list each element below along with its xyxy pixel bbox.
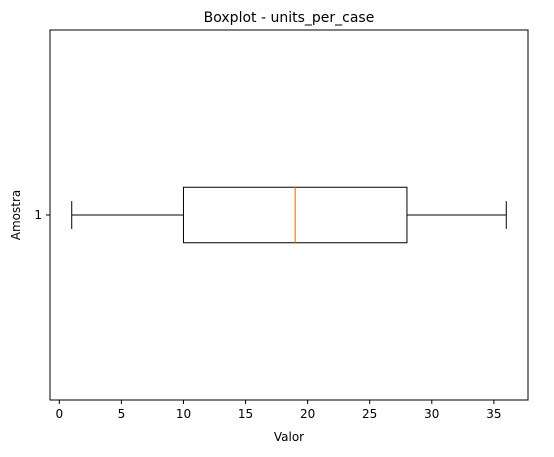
y-tick-label: 1 bbox=[34, 208, 42, 222]
box-group bbox=[71, 186, 507, 244]
chart-title: Boxplot - units_per_case bbox=[204, 10, 375, 26]
x-tick-label: 25 bbox=[362, 407, 377, 421]
box-series bbox=[71, 186, 507, 244]
x-axis-label: Valor bbox=[274, 430, 304, 444]
x-tick-label: 35 bbox=[486, 407, 501, 421]
x-tick-label: 15 bbox=[238, 407, 253, 421]
x-tick-label: 10 bbox=[176, 407, 191, 421]
x-tick-label: 30 bbox=[424, 407, 439, 421]
x-tick-label: 0 bbox=[55, 407, 63, 421]
y-axis-ticks: 1 bbox=[34, 208, 50, 222]
x-tick-label: 20 bbox=[300, 407, 315, 421]
x-tick-label: 5 bbox=[118, 407, 126, 421]
y-axis-label: Amostra bbox=[9, 190, 23, 240]
x-axis-ticks: 0 5 10 15 20 25 30 35 bbox=[55, 400, 501, 421]
